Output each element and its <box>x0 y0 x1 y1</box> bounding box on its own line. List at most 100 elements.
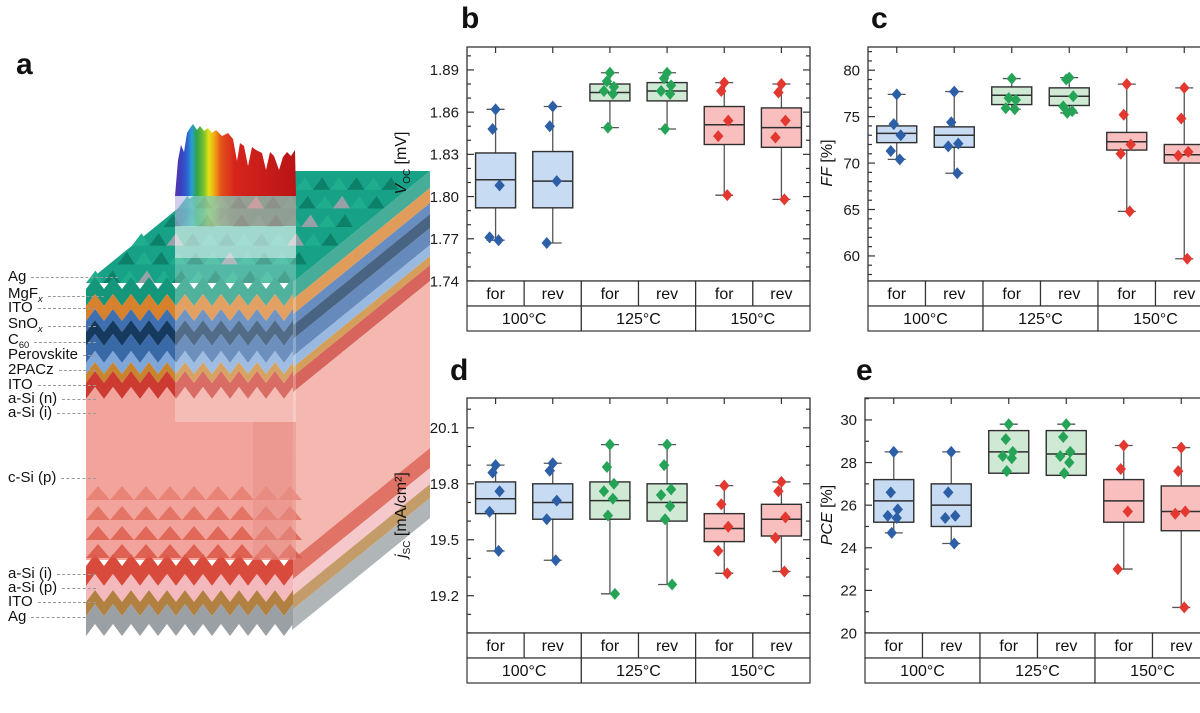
layer-label-text: SnOx <box>8 315 43 335</box>
ytick-label: 1.89 <box>430 62 459 79</box>
stack-side-ito-top <box>292 188 430 315</box>
stack-side-snox <box>292 203 430 326</box>
data-point-diamond <box>1001 465 1012 478</box>
pyramid-texture <box>332 195 350 209</box>
c-si-pyramid-texture <box>86 506 110 520</box>
temp-cell-label: 100°C <box>502 311 547 328</box>
pyramid-texture <box>289 251 307 265</box>
data-point-diamond <box>895 129 906 142</box>
c-si-pyramid-texture <box>230 506 254 520</box>
layer-label: a-Si (p) <box>8 580 96 596</box>
stack-front-ito-mid <box>86 362 293 383</box>
stack-side-2pacz <box>292 245 430 368</box>
temp-cell-label: 150°C <box>731 311 776 328</box>
ytick-label: 80 <box>843 62 860 79</box>
data-point-diamond <box>1115 462 1126 475</box>
pyramid-texture <box>275 270 293 283</box>
layer-label: Perovskite <box>8 347 96 363</box>
data-point-diamond <box>490 103 501 116</box>
leader-line <box>62 587 96 589</box>
temp-cell-label: 150°C <box>731 663 776 680</box>
leader-line <box>57 412 96 414</box>
c-si-pyramid-texture <box>182 544 206 558</box>
cond-cell-label: for <box>486 286 505 303</box>
cond-cell <box>466 280 525 307</box>
data-point-diamond <box>544 464 555 477</box>
pyramid-texture <box>295 177 313 190</box>
stack-side-c60 <box>292 214 430 340</box>
panel-d-yaxis-label: jSC [mA/cm²] <box>393 472 414 558</box>
pyramid-texture <box>166 233 184 246</box>
layer-label: c-Si (p) <box>8 470 96 486</box>
data-point-diamond <box>713 130 724 143</box>
layer-label: Ag <box>8 269 118 285</box>
data-point-diamond <box>1176 112 1187 125</box>
c-si-pyramid-texture <box>86 486 110 500</box>
temp-cell <box>982 305 1099 332</box>
pyramid-texture <box>218 233 236 246</box>
data-point-diamond <box>1179 601 1190 614</box>
data-point-diamond <box>723 114 734 127</box>
data-point-diamond <box>1055 450 1066 463</box>
data-point-diamond <box>1064 456 1075 469</box>
c-si-pyramid-texture <box>86 526 110 540</box>
stack-front-2pacz <box>86 351 293 374</box>
c-si-pyramid-texture <box>158 486 182 500</box>
data-point-diamond <box>1059 467 1070 480</box>
cond-cell <box>637 280 697 307</box>
panel-c-letter: c <box>871 2 888 35</box>
cond-cell-label: for <box>884 638 903 655</box>
panel-b-letter: b <box>461 2 480 35</box>
layer-label: a-Si (i) <box>8 405 96 421</box>
layer-label: a-Si (i) <box>8 566 96 582</box>
data-point-diamond <box>719 479 730 492</box>
data-point-diamond <box>886 526 897 539</box>
ytick-label: 24 <box>840 540 857 557</box>
stack-front-ito-bottom <box>86 590 293 616</box>
stack-front-ag-mgf2-top <box>86 277 293 306</box>
c-si-pyramid-texture <box>110 526 134 540</box>
pyramid-texture <box>134 251 152 265</box>
ytick-label: 28 <box>840 455 857 472</box>
ytick-label: 30 <box>840 412 857 429</box>
c-si-pyramid-texture <box>134 544 158 558</box>
boxplot-box <box>474 481 517 515</box>
cond-cell <box>1151 632 1200 659</box>
pyramid-texture <box>203 251 221 265</box>
pyramid-texture <box>220 251 238 265</box>
pyramid-texture <box>301 214 319 228</box>
data-point-diamond <box>891 511 902 524</box>
boxplot-box <box>760 503 803 537</box>
cond-cell <box>466 632 525 659</box>
ytick-label: 26 <box>840 497 857 514</box>
data-point-diamond <box>722 189 733 202</box>
stack-side-a-si-p-rear <box>292 468 430 596</box>
data-point-diamond <box>1009 103 1020 116</box>
solar-cell-stack-illustration <box>86 124 430 636</box>
c-si-pyramid-texture <box>86 544 110 558</box>
temp-cell <box>1097 305 1200 332</box>
ytick-label: 19.5 <box>430 532 459 549</box>
data-point-diamond <box>949 85 960 98</box>
layer-label-text: Ag <box>8 608 27 625</box>
data-point-diamond <box>550 554 561 567</box>
temp-cell <box>580 305 697 332</box>
data-point-diamond <box>1182 252 1193 265</box>
cond-cell-label: rev <box>656 286 678 303</box>
cond-cell-label: rev <box>1058 286 1080 303</box>
leader-line <box>34 342 96 343</box>
cond-cell-label: for <box>715 638 734 655</box>
data-point-diamond <box>487 123 498 136</box>
pyramid-texture <box>235 233 253 246</box>
data-point-diamond <box>1065 445 1076 458</box>
pyramid-texture <box>347 177 365 190</box>
cond-cell-label: for <box>486 638 505 655</box>
leader-line <box>31 276 118 278</box>
cond-cell-label: rev <box>940 638 962 655</box>
cond-cell-label: rev <box>542 638 564 655</box>
data-point-diamond <box>1179 81 1190 94</box>
data-point-diamond <box>1000 433 1011 446</box>
layer-label: Ag <box>8 609 96 625</box>
pyramid-texture <box>315 195 333 209</box>
